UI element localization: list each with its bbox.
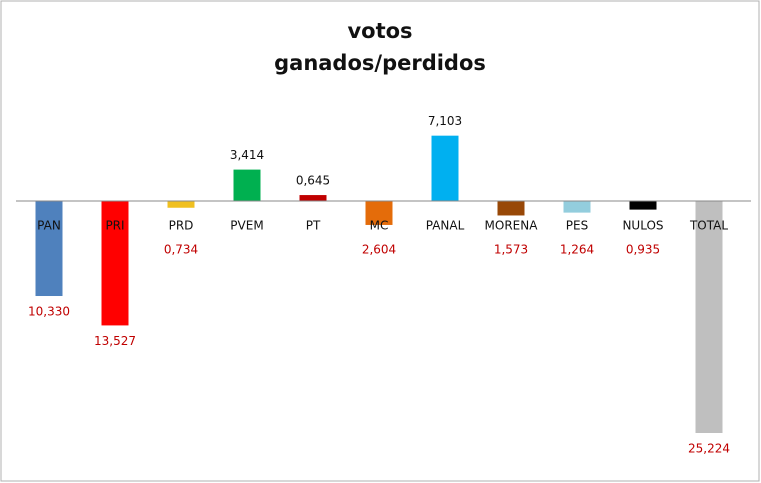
x-tick-label: NULOS [622, 219, 663, 233]
x-tick-label: PRI [105, 219, 124, 233]
value-label: 1,264 [560, 243, 594, 257]
x-tick-label: MC [370, 219, 389, 233]
value-label: 2,604 [362, 243, 396, 257]
value-label: 13,527 [94, 334, 136, 348]
value-label: 0,734 [164, 243, 198, 257]
x-tick-label: PANAL [426, 219, 465, 233]
bar [497, 201, 525, 216]
chart-title-line: votos [347, 19, 412, 43]
x-tick-label: PVEM [230, 219, 263, 233]
x-tick-label: TOTAL [689, 219, 728, 233]
x-tick-label: PES [566, 219, 588, 233]
bar [365, 201, 393, 225]
bar [233, 169, 261, 201]
x-tick-label: PAN [37, 219, 61, 233]
value-label: 0,935 [626, 243, 660, 257]
value-label: 7,103 [428, 114, 462, 128]
value-label: 10,330 [28, 305, 70, 319]
x-tick-label: PT [306, 219, 321, 233]
bar [299, 195, 327, 201]
bar [35, 201, 63, 297]
value-label: 3,414 [230, 148, 264, 162]
bar [695, 201, 723, 433]
bar [431, 135, 459, 201]
value-label: 0,645 [296, 174, 330, 188]
value-label: 1,573 [494, 243, 528, 257]
bar [629, 201, 657, 210]
bar [167, 201, 195, 208]
x-tick-label: MORENA [485, 219, 539, 233]
bar [101, 201, 129, 326]
x-tick-label: PRD [169, 219, 194, 233]
bar [563, 201, 591, 213]
chart-title-line: ganados/perdidos [274, 51, 486, 75]
value-label: 25,224 [688, 442, 730, 456]
